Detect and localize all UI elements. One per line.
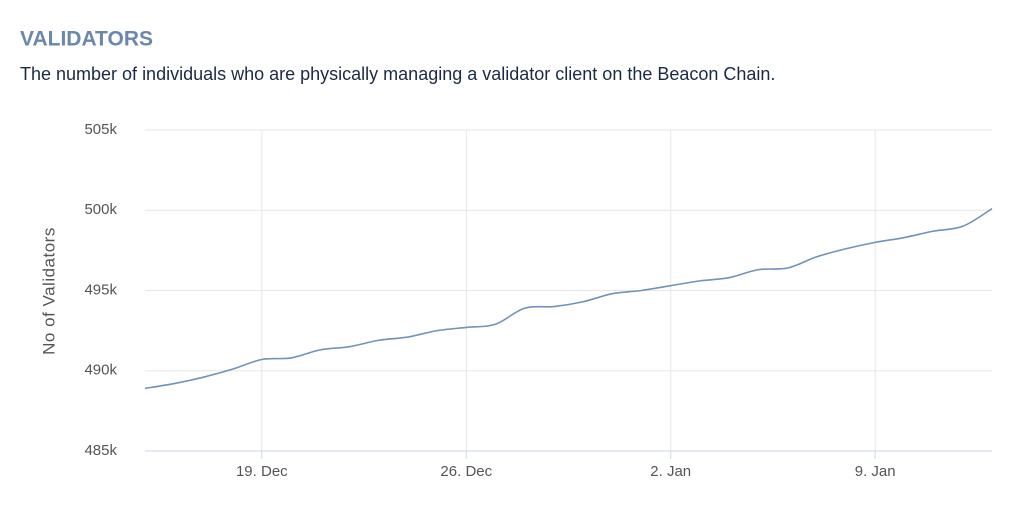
y-tick-label: 505k	[84, 121, 117, 138]
x-tick-label: 26. Dec	[440, 463, 492, 480]
chart-subtitle: The number of individuals who are physic…	[20, 64, 775, 84]
y-tick-label: 485k	[84, 442, 117, 459]
chart-title: VALIDATORS	[20, 28, 153, 51]
y-tick-label: 500k	[84, 201, 117, 218]
y-axis-label: No of Validators	[39, 227, 58, 355]
x-tick-label: 19. Dec	[236, 463, 288, 480]
y-tick-label: 490k	[84, 362, 117, 379]
x-tick-label: 9. Jan	[855, 463, 896, 480]
line	[144, 207, 993, 390]
y-tick-label: 495k	[84, 281, 117, 298]
x-tick-label: 2. Jan	[650, 463, 691, 480]
